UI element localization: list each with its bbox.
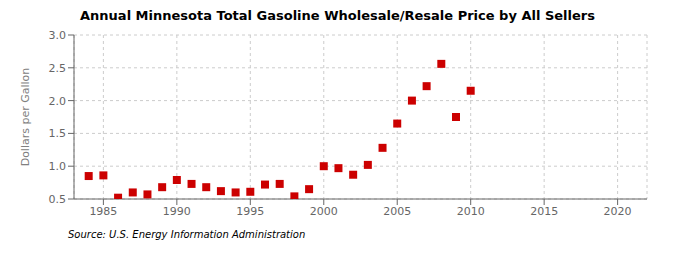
svg-text:2020: 2020 — [604, 205, 632, 218]
svg-text:2000: 2000 — [310, 205, 338, 218]
svg-text:3.0: 3.0 — [49, 29, 67, 42]
svg-text:1995: 1995 — [236, 205, 264, 218]
html-text:Source: U.S. Energy Informatio: Source: U.S. Energy Information Administ… — [68, 229, 306, 240]
svg-text:1.5: 1.5 — [49, 127, 67, 140]
svg-text:1990: 1990 — [163, 205, 191, 218]
svg-text:1985: 1985 — [89, 205, 117, 218]
html-text:Annual Minnesota Total Gasolin: Annual Minnesota Total Gasoline Wholesal… — [80, 8, 595, 23]
svg-text:2.5: 2.5 — [49, 62, 67, 75]
svg-text:0.5: 0.5 — [49, 193, 67, 206]
svg-text:2005: 2005 — [383, 205, 411, 218]
svg-text:1.0: 1.0 — [49, 160, 67, 173]
svg-text:2010: 2010 — [457, 205, 485, 218]
svg-text:2.0: 2.0 — [49, 95, 67, 108]
svg-text:2015: 2015 — [530, 205, 558, 218]
svg-text:Dollars per Gallon: Dollars per Gallon — [19, 68, 32, 167]
